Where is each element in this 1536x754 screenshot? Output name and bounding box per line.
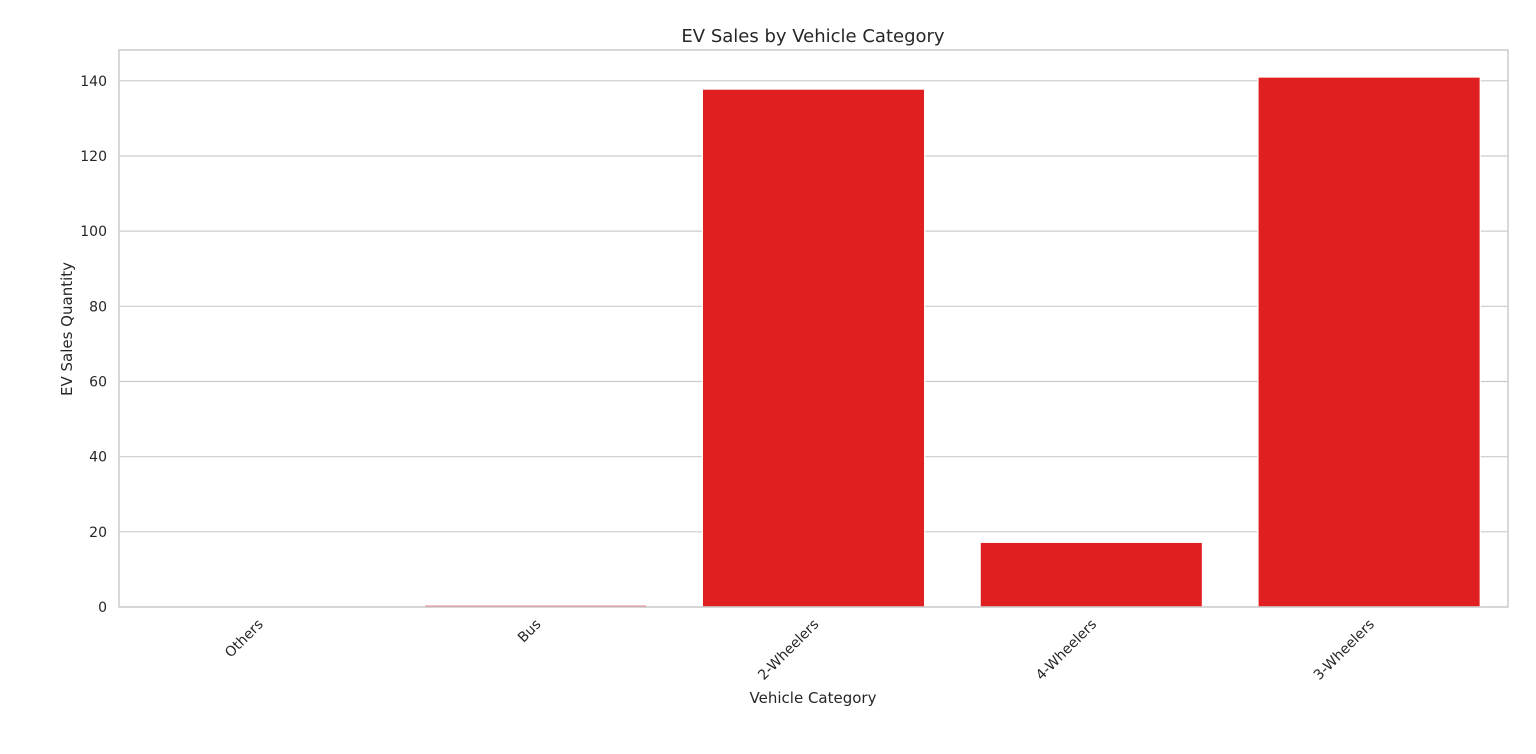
- chart-title: EV Sales by Vehicle Category: [681, 26, 945, 47]
- y-tick-label: 100: [80, 224, 107, 240]
- x-tick-label: Others: [222, 617, 267, 662]
- x-tick-label: 2-Wheelers: [755, 617, 822, 684]
- x-tick-label: 4-Wheelers: [1033, 617, 1100, 684]
- y-tick-label: 40: [89, 450, 107, 466]
- bar-3-wheelers: [1257, 76, 1481, 608]
- bars: [423, 76, 1481, 608]
- y-tick-label: 60: [89, 374, 107, 390]
- y-tick-label: 20: [89, 525, 107, 541]
- x-tick-labels: Others Bus 2-Wheelers 4-Wheelers 3-Wheelers: [222, 617, 1378, 684]
- bar-4-wheelers: [979, 541, 1204, 608]
- bar-2-wheelers: [701, 88, 926, 608]
- y-tick-label: 0: [98, 600, 107, 616]
- y-tick-labels: 0 20 40 60 80 100 120 140: [80, 74, 107, 616]
- y-axis-label: EV Sales Quantity: [58, 262, 76, 396]
- plot-frame: [118, 49, 1509, 608]
- y-tick-label: 120: [80, 149, 107, 165]
- x-axis-label: Vehicle Category: [750, 689, 877, 707]
- x-tick-label: 3-Wheelers: [1311, 617, 1378, 684]
- x-tick-label: Bus: [515, 617, 545, 647]
- y-tick-label: 80: [89, 299, 107, 315]
- y-tick-label: 140: [80, 74, 107, 90]
